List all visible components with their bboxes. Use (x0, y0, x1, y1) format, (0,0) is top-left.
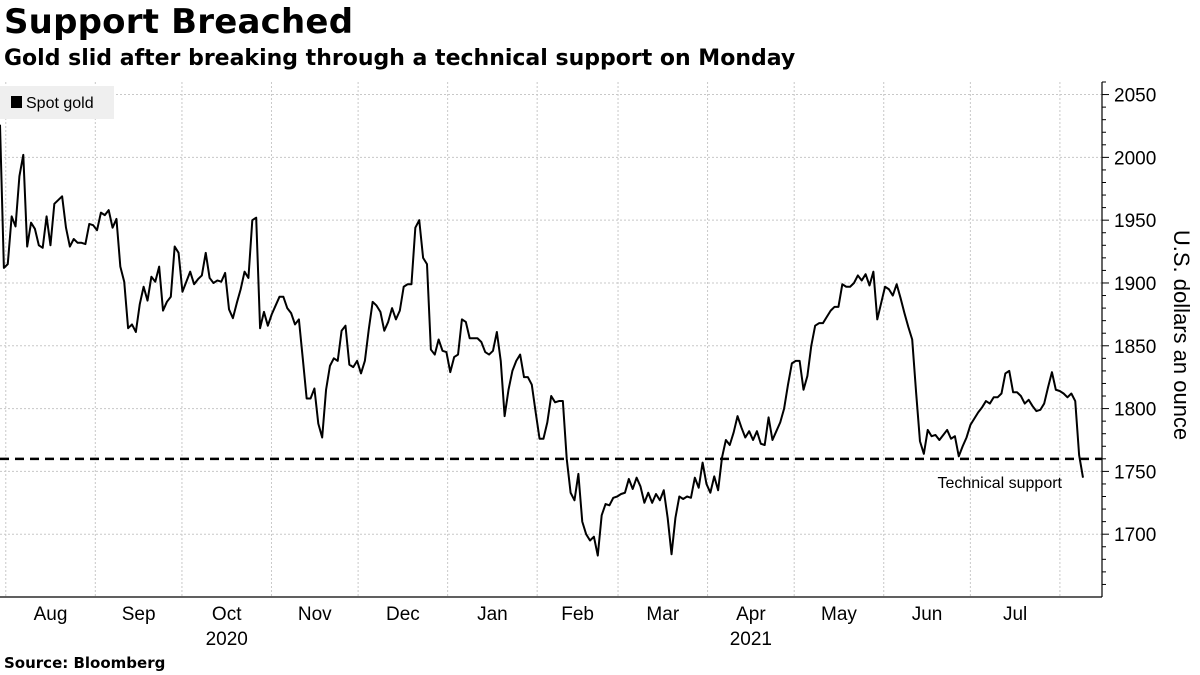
reference-lines: Technical support (0, 457, 1102, 492)
chart-title: Support Breached (4, 2, 354, 42)
y-tick-label: 1950 (1114, 211, 1156, 232)
y-tick-label: 1800 (1114, 400, 1156, 421)
y-tick-label: 1700 (1114, 525, 1156, 546)
legend: Spot gold (0, 86, 114, 119)
x-year-label: 2020 (206, 629, 248, 650)
series-layer (0, 124, 1084, 557)
x-tick-label: Mar (646, 604, 679, 625)
x-tick-label: Aug (34, 604, 68, 625)
x-year-label: 2021 (730, 629, 772, 650)
y-axis-title-group: U.S. dollars an ounce (1169, 230, 1194, 440)
y-tick-label: 2050 (1114, 86, 1156, 107)
grid (0, 82, 1102, 597)
x-tick-label: May (821, 604, 857, 625)
x-tick-label: Jan (477, 604, 508, 625)
x-tick-label: Feb (561, 604, 594, 625)
x-tick-label: Apr (736, 604, 766, 625)
x-axis: Aug Sep Oct Nov Dec Jan Feb Mar Apr May Jun Jul 2020… (0, 596, 1102, 650)
y-tick-label: 1750 (1114, 462, 1156, 483)
source-note: Source: Bloomberg (4, 654, 166, 672)
chart-subtitle: Gold slid after breaking through a techn… (4, 46, 796, 71)
x-tick-label: Jul (1003, 604, 1027, 625)
legend-label: Spot gold (26, 95, 94, 112)
legend-swatch (11, 96, 22, 108)
y-axis-title: U.S. dollars an ounce (1169, 230, 1194, 440)
x-tick-label: Sep (122, 604, 156, 625)
x-tick-label: Oct (212, 604, 242, 625)
x-tick-label: Nov (298, 604, 332, 625)
y-axis: 1700 1750 1800 1850 1900 1950 2000 2050 (1101, 81, 1156, 597)
y-tick-label: 1900 (1114, 274, 1156, 295)
series-line-spot-gold (0, 124, 1084, 557)
x-tick-label: Dec (386, 604, 420, 625)
y-tick-label: 2000 (1114, 148, 1156, 169)
y-tick-label: 1850 (1114, 337, 1156, 358)
x-tick-label: Jun (912, 604, 943, 625)
technical-support-label: Technical support (937, 475, 1062, 492)
